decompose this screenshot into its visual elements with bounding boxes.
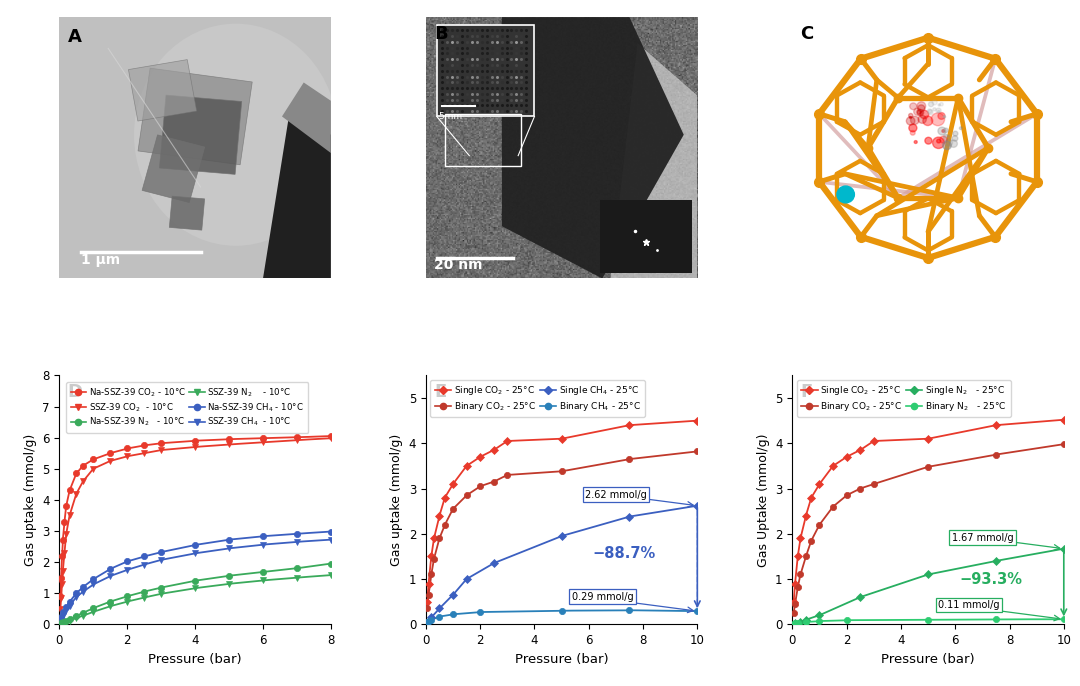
Circle shape bbox=[953, 131, 958, 136]
Circle shape bbox=[928, 109, 932, 113]
Circle shape bbox=[947, 135, 949, 137]
Ellipse shape bbox=[134, 24, 338, 246]
Bar bbox=[160, 95, 242, 174]
Circle shape bbox=[940, 136, 947, 143]
X-axis label: Pressure (bar): Pressure (bar) bbox=[148, 652, 242, 665]
Circle shape bbox=[936, 139, 941, 143]
Circle shape bbox=[909, 117, 912, 119]
Circle shape bbox=[917, 110, 921, 114]
Bar bbox=[445, 114, 521, 166]
Bar bbox=[143, 135, 205, 202]
Bar bbox=[436, 25, 535, 117]
Circle shape bbox=[910, 130, 915, 135]
Text: 0.11 mmol/g: 0.11 mmol/g bbox=[939, 600, 999, 610]
Polygon shape bbox=[264, 108, 330, 279]
Polygon shape bbox=[610, 43, 698, 279]
Circle shape bbox=[945, 139, 953, 146]
Text: 1 μm: 1 μm bbox=[81, 252, 120, 267]
Text: 2.62 mmol/g: 2.62 mmol/g bbox=[585, 490, 647, 499]
Circle shape bbox=[937, 127, 946, 135]
Circle shape bbox=[959, 127, 962, 130]
Circle shape bbox=[942, 130, 945, 132]
Circle shape bbox=[914, 141, 917, 143]
Legend: Single CO$_2$ - 25°C, Binary CO$_2$ - 25°C, Single CH$_4$ - 25°C, Binary CH$_4$ : Single CO$_2$ - 25°C, Binary CO$_2$ - 25… bbox=[431, 380, 645, 417]
Bar bbox=[129, 60, 197, 121]
Circle shape bbox=[910, 116, 919, 124]
Circle shape bbox=[944, 128, 948, 132]
Circle shape bbox=[906, 117, 915, 125]
Text: 1.67 mmol/g: 1.67 mmol/g bbox=[951, 532, 1013, 543]
X-axis label: Pressure (bar): Pressure (bar) bbox=[881, 652, 975, 665]
Legend: Single CO$_2$ - 25°C, Binary CO$_2$ - 25°C, Single N$_2$   - 25°C, Binary N$_2$ : Single CO$_2$ - 25°C, Binary CO$_2$ - 25… bbox=[797, 380, 1011, 417]
Circle shape bbox=[924, 137, 932, 144]
Y-axis label: Gas Uptake (mmol/g): Gas Uptake (mmol/g) bbox=[757, 433, 770, 567]
Circle shape bbox=[940, 102, 943, 106]
Circle shape bbox=[944, 134, 950, 141]
Circle shape bbox=[918, 105, 924, 112]
Text: A: A bbox=[68, 27, 81, 45]
Circle shape bbox=[908, 113, 913, 117]
Circle shape bbox=[922, 116, 933, 126]
Circle shape bbox=[909, 103, 917, 110]
Circle shape bbox=[928, 110, 933, 115]
Circle shape bbox=[933, 137, 944, 148]
Circle shape bbox=[932, 100, 937, 105]
Text: D: D bbox=[68, 383, 82, 401]
Circle shape bbox=[918, 115, 927, 123]
Circle shape bbox=[944, 134, 947, 138]
Circle shape bbox=[929, 102, 933, 107]
Circle shape bbox=[943, 141, 951, 150]
Text: 0.29 mmol/g: 0.29 mmol/g bbox=[571, 592, 633, 602]
Bar bbox=[138, 68, 253, 165]
Y-axis label: Gas uptake (mmol/g): Gas uptake (mmol/g) bbox=[390, 434, 403, 566]
Circle shape bbox=[933, 108, 936, 111]
Circle shape bbox=[937, 110, 940, 113]
Circle shape bbox=[944, 116, 946, 118]
Y-axis label: Gas uptake (mmol/g): Gas uptake (mmol/g) bbox=[24, 434, 37, 566]
Circle shape bbox=[943, 116, 945, 118]
Circle shape bbox=[837, 186, 854, 203]
Circle shape bbox=[936, 108, 941, 113]
Bar bbox=[599, 200, 692, 273]
Text: E: E bbox=[434, 383, 446, 401]
Circle shape bbox=[931, 113, 945, 126]
Polygon shape bbox=[502, 17, 684, 279]
Text: −88.7%: −88.7% bbox=[593, 547, 656, 561]
Text: 20 nm: 20 nm bbox=[434, 258, 483, 272]
Text: 5 nm: 5 nm bbox=[440, 112, 462, 121]
Circle shape bbox=[920, 110, 929, 119]
Legend: Na-SSZ-39 CO$_2$ - 10°C, SSZ-39 CO$_2$  - 10°C, Na-SSZ-39 N$_2$   - 10°C, SSZ-39: Na-SSZ-39 CO$_2$ - 10°C, SSZ-39 CO$_2$ -… bbox=[67, 382, 308, 433]
Circle shape bbox=[953, 136, 958, 141]
Text: F: F bbox=[800, 383, 813, 401]
Circle shape bbox=[917, 110, 923, 116]
Polygon shape bbox=[282, 82, 330, 153]
Bar bbox=[170, 196, 204, 230]
Circle shape bbox=[943, 141, 951, 150]
Circle shape bbox=[909, 124, 917, 132]
Circle shape bbox=[944, 116, 945, 117]
Circle shape bbox=[949, 140, 957, 147]
Circle shape bbox=[920, 112, 922, 115]
Circle shape bbox=[937, 113, 945, 119]
Circle shape bbox=[914, 108, 921, 115]
Circle shape bbox=[917, 102, 926, 110]
Circle shape bbox=[939, 104, 941, 106]
Text: −93.3%: −93.3% bbox=[959, 572, 1022, 587]
Text: C: C bbox=[800, 25, 813, 43]
Text: B: B bbox=[434, 25, 447, 43]
X-axis label: Pressure (bar): Pressure (bar) bbox=[515, 652, 608, 665]
